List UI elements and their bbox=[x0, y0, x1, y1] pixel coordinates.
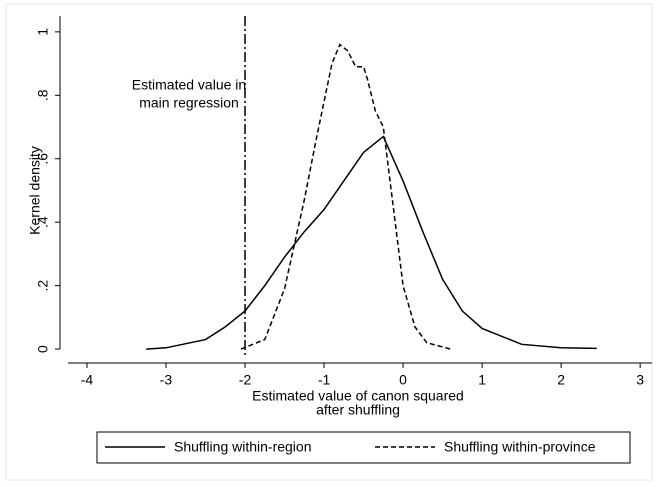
x-tick-label: -2 bbox=[239, 372, 252, 388]
legend-box bbox=[96, 431, 631, 464]
y-axis-title: Kernel density bbox=[27, 146, 43, 235]
y-tick-label: 0 bbox=[35, 345, 51, 353]
x-tick-label: -4 bbox=[81, 372, 94, 388]
legend-label: Shuffling within-region bbox=[174, 439, 312, 455]
x-axis-title: after shuffling bbox=[316, 402, 400, 418]
y-tick-label: 1 bbox=[35, 28, 51, 36]
x-tick-label: 0 bbox=[399, 372, 407, 388]
density-line bbox=[240, 43, 451, 350]
annotation: main regression bbox=[139, 95, 239, 111]
annotation: Estimated value in bbox=[132, 77, 246, 93]
chart-frame bbox=[5, 3, 653, 481]
y-tick-label: .6 bbox=[35, 153, 51, 165]
legend-label: Shuffling within-province bbox=[444, 439, 596, 455]
x-tick-label: -3 bbox=[160, 372, 173, 388]
x-tick-label: 3 bbox=[636, 372, 644, 388]
x-tick-label: -1 bbox=[318, 372, 331, 388]
density-line bbox=[146, 135, 597, 350]
y-tick-label: .2 bbox=[35, 280, 51, 292]
y-tick-label: .4 bbox=[35, 216, 51, 228]
y-tick-label: .8 bbox=[35, 89, 51, 101]
x-tick-label: 2 bbox=[557, 372, 565, 388]
x-tick-label: 1 bbox=[478, 372, 486, 388]
x-axis-title: Estimated value of canon squared bbox=[252, 388, 464, 404]
